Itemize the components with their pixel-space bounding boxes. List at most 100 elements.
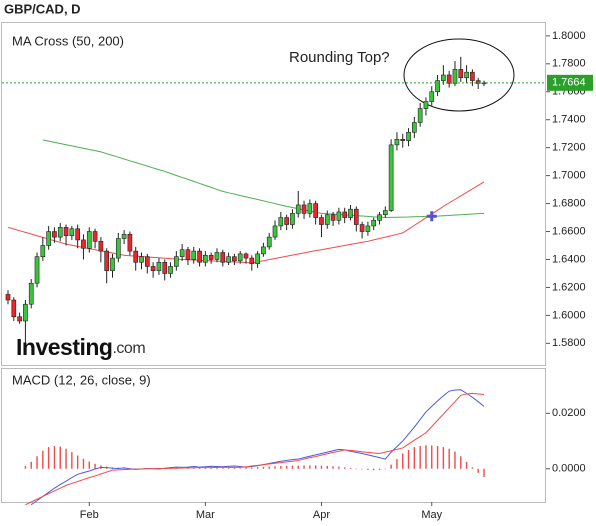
candle-body xyxy=(11,299,17,318)
macd-panel xyxy=(1,368,546,503)
candle-body xyxy=(168,266,173,274)
candle-body xyxy=(115,238,121,259)
candle-body xyxy=(57,227,63,238)
y-tick-label: 0.0000 xyxy=(552,463,586,475)
candle-body xyxy=(133,250,139,263)
candle-body xyxy=(75,228,80,241)
y-tick-label: 1.8000 xyxy=(552,30,586,42)
histogram-bar xyxy=(216,467,218,469)
histogram-bar xyxy=(465,461,468,469)
y-tick-label: 1.6000 xyxy=(552,309,586,321)
annotation-ellipse xyxy=(403,38,515,112)
histogram-bar xyxy=(384,468,387,470)
histogram-bar xyxy=(256,467,259,469)
logo-suffix: .com xyxy=(112,340,145,357)
histogram-bar xyxy=(460,456,462,469)
candle-body xyxy=(144,256,150,267)
histogram-bar xyxy=(396,459,398,469)
histogram-bar xyxy=(442,447,445,469)
histogram-bar xyxy=(135,468,137,469)
histogram-bar xyxy=(291,465,294,469)
candle-body xyxy=(400,138,406,141)
annotation: Rounding Top? xyxy=(289,49,390,66)
histogram-bar xyxy=(82,458,85,469)
last-price-tag xyxy=(547,74,593,91)
candle-body xyxy=(324,214,330,225)
candle-body xyxy=(63,227,69,237)
histogram-bar xyxy=(222,467,224,469)
histogram-bar xyxy=(94,463,96,469)
candle-body xyxy=(46,231,51,246)
histogram-bar xyxy=(233,467,236,469)
candle-body xyxy=(179,249,185,257)
candle-body xyxy=(92,231,98,242)
candle-body xyxy=(249,257,255,264)
candle-body xyxy=(17,316,22,322)
candle-body xyxy=(86,231,92,249)
y-tick-label: 1.7800 xyxy=(552,58,586,70)
histogram-bar xyxy=(24,465,27,469)
histogram-bar xyxy=(59,446,61,469)
candle-body xyxy=(185,249,191,260)
histogram-bar xyxy=(314,465,317,469)
histogram-bar xyxy=(332,466,334,469)
histogram-bar xyxy=(477,468,479,473)
x-tick-label: Mar xyxy=(196,509,215,521)
histogram-bar xyxy=(227,467,230,469)
candle-body xyxy=(342,211,348,218)
candle-body xyxy=(353,208,359,225)
histogram-bar xyxy=(355,468,357,470)
candle-body xyxy=(52,231,57,238)
histogram-bar xyxy=(36,456,38,469)
candle-body xyxy=(452,69,458,84)
candle-body xyxy=(139,256,144,263)
candle-body xyxy=(295,204,301,214)
candle-body xyxy=(255,253,260,264)
x-tick-label: Apr xyxy=(313,509,330,521)
histogram-bar xyxy=(262,466,265,469)
histogram-bar xyxy=(454,451,456,469)
histogram-bar xyxy=(425,445,427,469)
candle-body xyxy=(34,256,40,284)
logo-brand: Investing xyxy=(16,334,112,360)
candle-body xyxy=(446,74,452,84)
panel-label: MACD (12, 26, close, 9) xyxy=(12,372,151,387)
y-tick-label: 1.6600 xyxy=(552,225,586,237)
y-tick-label: 1.6400 xyxy=(552,253,586,265)
candle-body xyxy=(330,214,336,221)
candle-body xyxy=(220,252,226,263)
chart-title: GBP/CAD, D xyxy=(4,1,81,16)
candle-body xyxy=(388,144,394,211)
histogram-bar xyxy=(303,465,305,469)
candle-body xyxy=(371,220,377,227)
candle-body xyxy=(278,217,284,227)
candle-body xyxy=(208,254,214,260)
histogram-bar xyxy=(245,467,247,469)
histogram-bar xyxy=(53,446,56,469)
candle-body xyxy=(127,234,133,252)
histogram-bar xyxy=(390,464,392,469)
histogram-bar xyxy=(326,465,328,469)
candle-body xyxy=(412,122,417,133)
x-tick-label: May xyxy=(421,509,442,521)
candle-body xyxy=(232,256,237,262)
candle-body xyxy=(214,252,220,260)
last-price-label: 1.7664 xyxy=(552,77,586,89)
candle-body xyxy=(28,282,34,305)
candle-body xyxy=(470,71,475,81)
histogram-bar xyxy=(338,466,340,469)
candle-body xyxy=(162,261,168,274)
candle-body xyxy=(243,253,249,259)
candle-body xyxy=(475,80,481,84)
candle-body xyxy=(348,208,353,218)
candle-body xyxy=(429,91,435,102)
histogram-bar xyxy=(297,465,299,469)
price-panel xyxy=(1,22,546,366)
candle-body xyxy=(435,80,440,93)
candle-body xyxy=(104,250,110,271)
candle-body xyxy=(197,250,202,263)
y-tick-label: 1.7400 xyxy=(552,114,586,126)
histogram-bar xyxy=(373,468,375,471)
candle-body xyxy=(458,69,464,79)
